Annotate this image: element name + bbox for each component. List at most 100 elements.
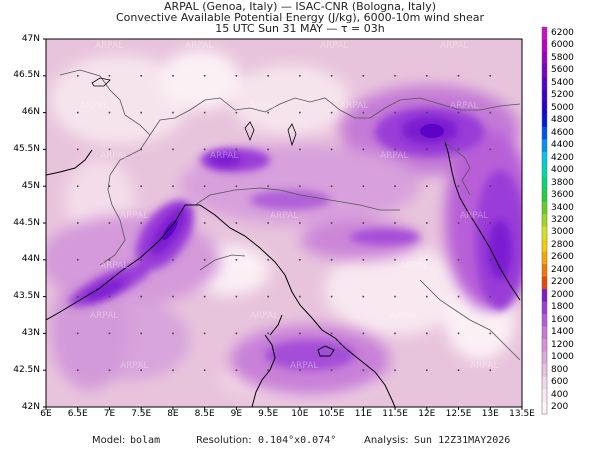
colorbar-label: 5000	[551, 102, 574, 113]
grid-marker	[76, 148, 79, 151]
colorbar-swatch	[542, 326, 547, 340]
grid-marker	[172, 111, 174, 114]
header-line-1: ARPAL (Genoa, Italy) — ISAC-CNR (Bologna…	[163, 0, 437, 13]
grid-marker	[76, 332, 79, 335]
grid-marker	[362, 222, 365, 224]
grid-marker	[76, 295, 79, 298]
grid-marker	[426, 259, 428, 261]
grid-marker	[108, 111, 111, 114]
grid-marker	[426, 75, 428, 77]
colorbar-swatch	[542, 251, 547, 265]
resolution-label: Resolution:	[196, 435, 252, 446]
grid-marker	[140, 111, 142, 114]
colorbar-swatch	[542, 164, 547, 178]
grid-marker	[140, 259, 142, 261]
watermark-text: ARPAL	[440, 41, 468, 51]
lat-label: 43.5N	[13, 291, 40, 302]
colorbar-swatch	[542, 264, 547, 278]
lat-label: 42N	[21, 401, 40, 412]
watermark-text: ARPAL	[120, 361, 148, 371]
grid-marker	[267, 111, 269, 114]
grid-marker	[235, 185, 238, 187]
grid-marker	[394, 222, 396, 224]
header-line-2: Convective Available Potential Energy (J…	[115, 11, 485, 24]
grid-marker	[172, 332, 174, 335]
lon-label: 12.5E	[445, 409, 472, 419]
grid-marker	[235, 148, 238, 151]
grid-marker	[108, 369, 111, 371]
colorbar-swatch	[542, 301, 547, 315]
grid-marker	[394, 332, 396, 335]
grid-marker	[394, 369, 396, 371]
grid-marker	[76, 111, 79, 114]
colorbar-swatch	[542, 364, 547, 378]
colorbar-label: 2800	[551, 239, 574, 250]
coastlines	[46, 141, 521, 407]
colorbar-label: 1000	[551, 352, 574, 363]
colorbar-label: 3000	[551, 227, 574, 238]
colorbar-swatch	[542, 139, 547, 153]
grid-markers	[76, 75, 492, 371]
colorbar-label: 3400	[551, 202, 574, 213]
grid-marker	[489, 111, 492, 114]
grid-marker	[203, 332, 206, 335]
grid-marker	[457, 75, 460, 77]
grid-marker	[108, 259, 111, 261]
colorbar-label: 2000	[551, 289, 574, 300]
colorbar-swatch	[542, 376, 547, 390]
colorbar-label: 800	[551, 364, 569, 375]
grid-marker	[235, 369, 238, 371]
grid-marker	[172, 75, 174, 77]
lat-label: 47N	[21, 33, 40, 44]
watermark-text: ARPAL	[185, 41, 213, 51]
grid-marker	[330, 111, 333, 114]
grid-marker	[235, 222, 238, 224]
colorbar-swatch	[542, 214, 547, 228]
watermarks: ARPAL ARPAL ARPAL ARPAL ARPAL ARPAL ARPAL ARPAL…	[80, 41, 498, 371]
grid-marker	[489, 148, 492, 151]
watermark-text: ARPAL	[90, 311, 118, 321]
header-line-3: 15 UTC Sun 31 MAY — τ = 03h	[215, 22, 385, 35]
grid-marker	[489, 222, 492, 224]
grid-marker	[267, 259, 269, 261]
lon-label: 9E	[230, 409, 243, 419]
grid-marker	[426, 369, 428, 371]
colorbar-label: 5600	[551, 65, 574, 76]
grid-marker	[267, 369, 269, 371]
grid-marker	[362, 185, 365, 187]
grid-marker	[457, 111, 460, 114]
grid-marker	[267, 75, 269, 77]
grid-marker	[330, 75, 333, 77]
colorbar-label: 400	[551, 389, 569, 400]
grid-marker	[426, 185, 428, 187]
colorbar-swatch	[542, 289, 547, 303]
lake-outlines	[91, 77, 297, 147]
colorbar-label: 4800	[551, 115, 574, 126]
lat-label: 42.5N	[13, 364, 40, 375]
colorbar-swatch	[542, 101, 547, 115]
grid-marker	[108, 295, 111, 298]
grid-marker	[489, 332, 492, 335]
lon-label: 8E	[167, 409, 179, 419]
grid-marker	[362, 259, 365, 261]
grid-marker	[172, 148, 174, 151]
grid-marker	[362, 295, 365, 298]
grid-marker	[76, 222, 79, 224]
grid-marker	[299, 185, 301, 187]
grid-marker	[203, 75, 206, 77]
colorbar-swatch	[542, 114, 547, 128]
grid-marker	[394, 75, 396, 77]
grid-marker	[172, 185, 174, 187]
colorbar-label: 600	[551, 377, 569, 388]
colorbar-label: 2200	[551, 277, 574, 288]
colorbar-swatch	[542, 314, 547, 328]
grid-marker	[299, 148, 301, 151]
colorbar-swatch	[542, 239, 547, 253]
lat-label: 44.5N	[13, 217, 40, 228]
grid-marker	[235, 75, 238, 77]
colorbar-swatch	[542, 89, 547, 103]
colorbar-outline	[541, 26, 548, 415]
watermark-text: ARPAL	[450, 101, 478, 111]
grid-marker	[235, 332, 238, 335]
watermark-text: ARPAL	[80, 101, 108, 111]
